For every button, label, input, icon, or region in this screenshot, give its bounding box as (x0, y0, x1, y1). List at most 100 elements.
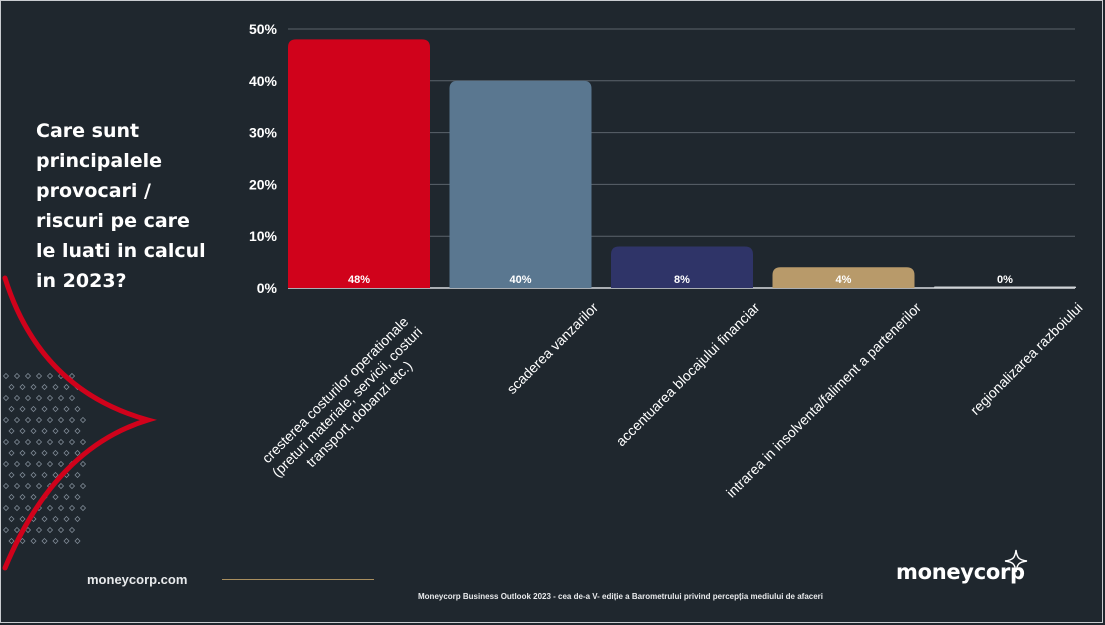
diamond-dot (52, 383, 59, 391)
diamond-dot (2, 438, 10, 446)
sparkle-icon (1004, 549, 1028, 573)
diamond-dot (41, 537, 48, 545)
diamond-dot (46, 504, 54, 512)
x-tick-label-line: scaderea vanzarilor (503, 299, 601, 397)
diamond-dot (63, 405, 70, 413)
x-tick-label: regionalizarea razboiului (967, 299, 1086, 418)
diamond-dot (41, 471, 48, 479)
diamond-dot (35, 372, 43, 380)
diamond-dot (57, 526, 65, 534)
x-tick-label-line: intrarea in insolventa/faliment a parten… (723, 299, 924, 500)
diamond-dot (13, 416, 21, 424)
diamond-dot (30, 405, 37, 413)
diamond-dot (57, 416, 65, 424)
diamond-dot (46, 460, 54, 468)
bar (449, 80, 592, 288)
diamond-dot (46, 438, 54, 446)
diamond-dot (13, 504, 21, 512)
y-tick-label: 20% (249, 176, 278, 192)
y-axis: 0% 10% 20% 30% 40% 50% (249, 21, 278, 296)
y-tick-label: 50% (249, 21, 278, 37)
diamond-dot (74, 405, 81, 413)
diamond-dot (57, 482, 65, 490)
diamond-dot (57, 460, 65, 468)
diamond-dot (35, 526, 43, 534)
chart-question-title: Care sunt principalele provocari / riscu… (36, 120, 206, 292)
diamond-dot (63, 515, 70, 523)
diamond-dot (68, 438, 76, 446)
website-link[interactable]: moneycorp.com (87, 572, 188, 587)
diamond-dot (35, 460, 43, 468)
diamond-dot (19, 449, 26, 457)
diamond-dot (30, 537, 37, 545)
diamond-dot (13, 482, 21, 490)
value-label: 4% (836, 274, 852, 286)
diamond-dot (52, 471, 59, 479)
diamond-dot (8, 427, 15, 435)
diamond-dot (52, 405, 59, 413)
x-tick-label: accentuarea blocajului financiar (613, 299, 763, 449)
diamond-dot (68, 526, 76, 534)
y-tick-label: 30% (249, 125, 278, 141)
diamond-dot (2, 394, 10, 402)
diamond-dot (46, 416, 54, 424)
diamond-dot (57, 438, 65, 446)
x-axis-labels: cresterea costurilor operationale(pretur… (259, 299, 1086, 500)
diamond-dot (30, 471, 37, 479)
diamond-dot (13, 372, 21, 380)
x-tick-label-line: accentuarea blocajului financiar (613, 299, 763, 449)
diamond-dot (24, 372, 32, 380)
diamond-dot (35, 482, 43, 490)
diamond-dot (79, 438, 87, 446)
diamond-dot (63, 427, 70, 435)
diamond-dot (8, 405, 15, 413)
diamond-dot (2, 526, 10, 534)
diamond-dot (24, 460, 32, 468)
x-tick-label-line: (preturi materiale, servicii, costuri (269, 324, 426, 481)
diamond-dot (35, 416, 43, 424)
diamond-dot (63, 383, 70, 391)
diamond-dot (68, 372, 76, 380)
diamond-dot (46, 372, 54, 380)
diamond-dot (2, 460, 10, 468)
diamond-dot (52, 449, 59, 457)
diamond-dot (8, 515, 15, 523)
diamond-dot (8, 537, 15, 545)
diamond-dot (19, 537, 26, 545)
diamond-dot (46, 526, 54, 534)
y-tick-label: 10% (249, 228, 278, 244)
diamond-dot (19, 405, 26, 413)
diamond-dot (57, 394, 65, 402)
footer-divider (222, 579, 374, 580)
x-tick-label: scaderea vanzarilor (503, 299, 601, 397)
diamond-dot (74, 449, 81, 457)
diamond-dot (41, 427, 48, 435)
diamond-dot (24, 438, 32, 446)
diamond-dot (24, 416, 32, 424)
diamond-dot (68, 394, 76, 402)
diamond-dot (2, 504, 10, 512)
diamond-dot (24, 504, 32, 512)
diamond-dot (79, 460, 87, 468)
bar (288, 39, 430, 288)
diamond-dot (13, 460, 21, 468)
diamond-dot (2, 416, 10, 424)
diamond-dot (30, 449, 37, 457)
diamond-dot (41, 515, 48, 523)
diamond-dot (13, 526, 21, 534)
diamond-dot (13, 394, 21, 402)
x-tick-label-line: regionalizarea razboiului (967, 299, 1086, 418)
diamond-dot (8, 493, 15, 501)
bar (611, 246, 753, 288)
diamond-dot (24, 394, 32, 402)
diamond-dot (2, 482, 10, 490)
y-tick-label: 0% (257, 280, 278, 296)
diamond-dot (46, 394, 54, 402)
moneycorp-logo: moneycorp (896, 560, 1025, 584)
diamond-dot (19, 493, 26, 501)
diamond-dot (30, 383, 37, 391)
diamond-dot (52, 427, 59, 435)
x-tick-label: intrarea in insolventa/faliment a parten… (723, 299, 924, 500)
